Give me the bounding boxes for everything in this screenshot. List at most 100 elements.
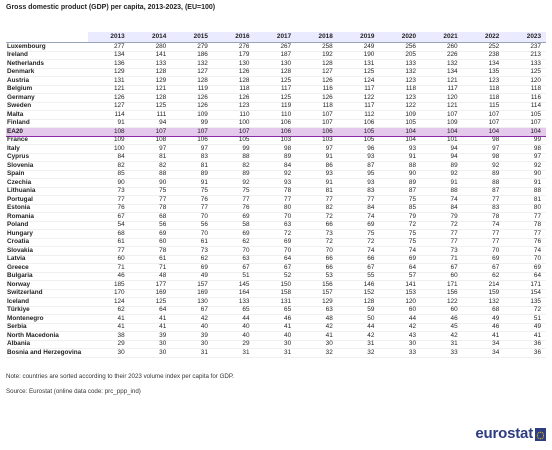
value-cell: 70 <box>171 212 213 222</box>
value-cell: 60 <box>379 305 421 315</box>
value-cell: 57 <box>379 272 421 281</box>
value-cell: 93 <box>296 170 338 179</box>
value-cell: 79 <box>379 212 421 222</box>
value-cell: 92 <box>254 170 297 179</box>
value-cell: 42 <box>337 331 380 341</box>
value-cell: 76 <box>212 204 255 213</box>
value-cell: 81 <box>296 187 338 196</box>
value-cell: 82 <box>129 161 172 171</box>
value-cell: 74 <box>462 221 505 230</box>
value-cell: 91 <box>171 178 213 188</box>
value-cell: 98 <box>504 144 546 154</box>
value-cell: 121 <box>88 85 130 94</box>
value-cell: 39 <box>171 331 213 341</box>
value-cell: 125 <box>254 76 297 86</box>
value-cell: 156 <box>421 289 463 298</box>
value-cell: 48 <box>296 314 338 324</box>
value-cell: 32 <box>296 348 338 358</box>
table-row: Lithuania 73 75 75 75 78 81 83 87 88 87 88 <box>6 187 546 196</box>
table-row: Portugal 77 77 76 77 77 77 77 75 74 77 81 <box>6 195 546 205</box>
value-cell: 84 <box>254 161 297 171</box>
value-cell: 157 <box>296 289 338 298</box>
value-cell: 177 <box>129 280 172 290</box>
value-cell: 106 <box>171 136 213 145</box>
value-cell: 186 <box>171 51 213 60</box>
value-cell: 104 <box>421 127 463 137</box>
value-cell: 91 <box>379 153 421 162</box>
country-name: Croatia <box>6 238 88 247</box>
table-row: Estonia 76 78 77 76 80 82 84 85 84 83 80 <box>6 204 546 213</box>
value-cell: 91 <box>296 153 338 162</box>
value-cell: 60 <box>421 305 463 315</box>
value-cell: 129 <box>296 297 338 307</box>
value-cell: 66 <box>296 263 338 273</box>
value-cell: 84 <box>421 204 463 213</box>
country-name: North Macedonia <box>6 331 88 341</box>
gdp-table: 2013 2014 2015 2016 2017 2018 2019 2020 2021 2022… <box>6 32 546 358</box>
value-cell: 130 <box>254 59 297 69</box>
value-cell: 75 <box>379 229 421 239</box>
value-cell: 58 <box>212 221 255 230</box>
value-cell: 30 <box>296 340 338 349</box>
eurostat-logo: eurostat <box>475 425 546 442</box>
value-cell: 46 <box>254 314 297 324</box>
value-cell: 110 <box>254 110 297 120</box>
country-name: Serbia <box>6 323 88 332</box>
value-cell: 117 <box>254 85 297 94</box>
country-name: Lithuania <box>6 187 88 196</box>
value-cell: 134 <box>421 68 463 77</box>
value-cell: 75 <box>379 238 421 247</box>
value-cell: 84 <box>337 204 380 213</box>
table-row: Iceland 124 125 130 133 131 129 128 120 122 132 135 <box>6 297 546 307</box>
value-cell: 77 <box>88 195 130 205</box>
table-row: North Macedonia 38 39 39 40 40 41 42 43 42 41 41 <box>6 331 546 341</box>
table-row: Germany 126 128 126 126 125 126 122 123 120 118 116 <box>6 93 546 103</box>
value-cell: 132 <box>171 59 213 69</box>
value-cell: 78 <box>254 187 297 196</box>
value-cell: 69 <box>337 221 380 230</box>
value-cell: 33 <box>421 348 463 358</box>
value-cell: 256 <box>379 42 421 52</box>
value-cell: 72 <box>254 229 297 239</box>
value-cell: 81 <box>504 195 546 205</box>
value-cell: 128 <box>254 68 297 77</box>
year-header: 2021 <box>421 32 463 43</box>
value-cell: 93 <box>337 178 380 188</box>
value-cell: 106 <box>337 119 380 128</box>
value-cell: 74 <box>337 212 380 222</box>
country-name: Greece <box>6 263 88 273</box>
value-cell: 70 <box>254 212 297 222</box>
value-cell: 126 <box>171 93 213 103</box>
value-cell: 83 <box>337 187 380 196</box>
value-cell: 91 <box>504 178 546 188</box>
value-cell: 63 <box>254 221 297 230</box>
value-cell: 85 <box>379 204 421 213</box>
value-cell: 75 <box>212 187 255 196</box>
value-cell: 123 <box>462 76 505 86</box>
value-cell: 69 <box>212 229 255 239</box>
value-cell: 164 <box>212 289 255 298</box>
table-row: Slovakia 77 78 73 70 70 70 74 74 73 70 74 <box>6 246 546 256</box>
table-body: Luxembourg 277 280 279 276 267 258 249 256 260 252… <box>6 42 546 358</box>
value-cell: 77 <box>129 195 172 205</box>
value-cell: 119 <box>171 85 213 94</box>
value-cell: 127 <box>296 68 338 77</box>
value-cell: 99 <box>504 136 546 145</box>
value-cell: 73 <box>296 229 338 239</box>
value-cell: 31 <box>421 340 463 349</box>
value-cell: 130 <box>171 297 213 307</box>
value-cell: 131 <box>88 76 130 86</box>
value-cell: 55 <box>337 272 380 281</box>
value-cell: 179 <box>212 51 255 60</box>
table-row: Bosnia and Herzegovina 30 30 31 31 31 32 32 33 33… <box>6 348 546 358</box>
value-cell: 79 <box>421 212 463 222</box>
value-cell: 133 <box>504 59 546 69</box>
value-cell: 88 <box>421 187 463 196</box>
value-cell: 170 <box>88 289 130 298</box>
value-cell: 94 <box>129 119 172 128</box>
value-cell: 72 <box>504 305 546 315</box>
country-name: Italy <box>6 144 88 154</box>
value-cell: 135 <box>504 297 546 307</box>
year-header: 2022 <box>462 32 505 43</box>
table-row: Montenegro 41 41 42 44 46 48 50 44 46 49 51 <box>6 314 546 324</box>
